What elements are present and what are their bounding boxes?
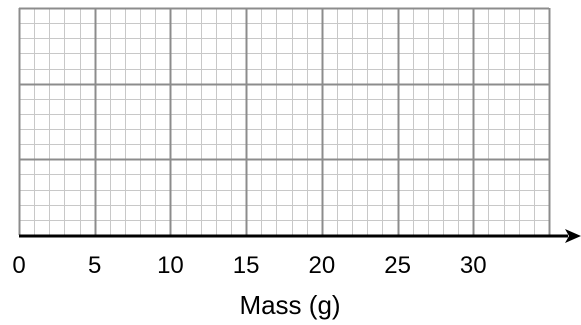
x-tick-label: 0: [12, 252, 25, 279]
x-tick-label: 15: [233, 252, 260, 279]
x-axis-arrowhead: [565, 229, 581, 243]
x-tick-labels: 0 5 10 15 20 25 30: [12, 252, 486, 279]
major-grid: [18, 7, 551, 235]
minor-grid: [19, 8, 549, 235]
x-tick-label: 30: [460, 252, 487, 279]
x-tick-label: 20: [309, 252, 336, 279]
x-tick-label: 10: [157, 252, 184, 279]
x-tick-label: 5: [88, 252, 101, 279]
x-axis-label: Mass (g): [239, 290, 340, 320]
x-tick-label: 25: [384, 252, 411, 279]
